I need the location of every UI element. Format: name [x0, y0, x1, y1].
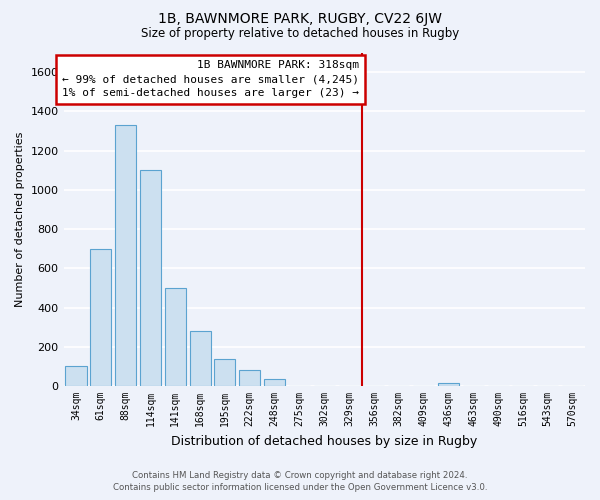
Text: Size of property relative to detached houses in Rugby: Size of property relative to detached ho…: [141, 28, 459, 40]
Bar: [65, 366, 86, 386]
Text: 1B, BAWNMORE PARK, RUGBY, CV22 6JW: 1B, BAWNMORE PARK, RUGBY, CV22 6JW: [158, 12, 442, 26]
Text: Contains HM Land Registry data © Crown copyright and database right 2024.
Contai: Contains HM Land Registry data © Crown c…: [113, 471, 487, 492]
X-axis label: Distribution of detached houses by size in Rugby: Distribution of detached houses by size …: [171, 434, 478, 448]
Bar: [190, 331, 211, 386]
Text: 1B BAWNMORE PARK: 318sqm
← 99% of detached houses are smaller (4,245)
1% of semi: 1B BAWNMORE PARK: 318sqm ← 99% of detach…: [62, 60, 359, 98]
Bar: [438, 383, 459, 386]
Bar: [90, 248, 112, 386]
Bar: [239, 370, 260, 386]
Bar: [115, 125, 136, 386]
Bar: [264, 379, 285, 386]
Y-axis label: Number of detached properties: Number of detached properties: [15, 132, 25, 307]
Bar: [165, 288, 186, 386]
Bar: [214, 358, 235, 386]
Bar: [140, 170, 161, 386]
